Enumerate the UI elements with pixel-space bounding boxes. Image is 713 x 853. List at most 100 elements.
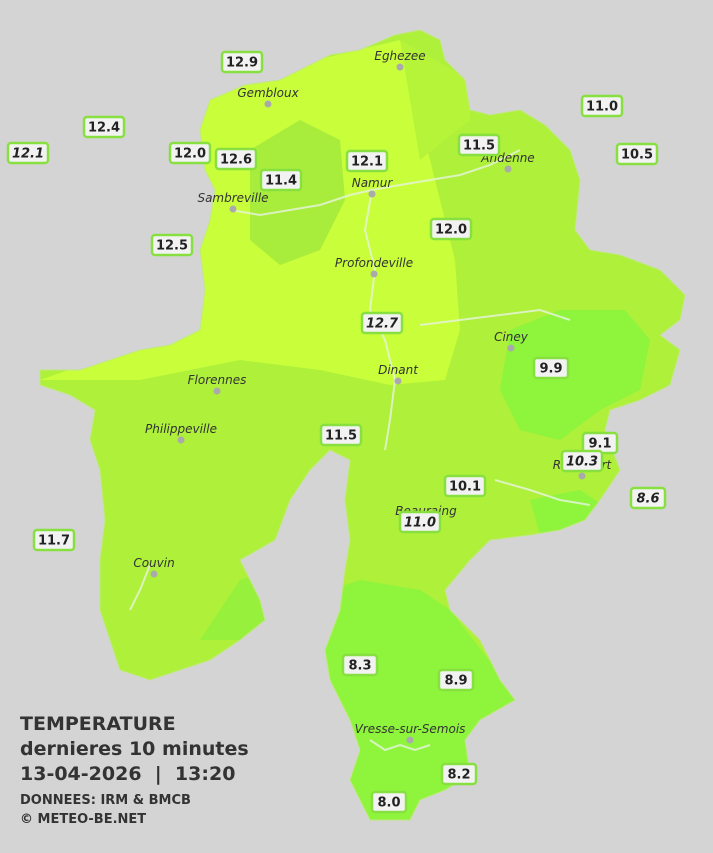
station-box: [629, 486, 667, 510]
city-label: Vresse-sur-Semois: [355, 722, 466, 736]
station-box: [259, 168, 303, 192]
city-dot: [396, 63, 404, 71]
city-label: Ciney: [494, 330, 529, 344]
station-value: 11.5: [325, 429, 357, 444]
station-box: [429, 217, 473, 241]
legend-datetime: 13-04-2026 | 13:20: [20, 763, 235, 785]
station-value: 9.9: [539, 362, 562, 377]
station: 10.1: [443, 474, 487, 498]
station: 12.9: [220, 50, 264, 74]
station: 12.4: [82, 115, 126, 139]
station: 8.3: [341, 653, 379, 677]
station-value: 12.1: [351, 155, 383, 170]
city-dot: [213, 387, 221, 395]
station: 10.5: [615, 142, 659, 166]
station-value: 10.5: [621, 148, 653, 163]
station-box: [168, 141, 212, 165]
station: 11.0: [580, 94, 624, 118]
station: 11.7: [32, 528, 76, 552]
station-value: 8.9: [444, 674, 467, 689]
city-dot: [578, 472, 586, 480]
station-box: [370, 790, 408, 814]
station-value: 12.0: [174, 147, 206, 162]
city-label: Namur: [352, 176, 394, 190]
station-value: 12.4: [88, 121, 120, 136]
station-value: 11.0: [404, 516, 436, 531]
station-box: [457, 133, 501, 157]
city-dot: [229, 205, 237, 213]
station-value: 8.6: [636, 492, 659, 507]
station: 12.5: [150, 233, 194, 257]
city-label: Florennes: [188, 373, 247, 387]
station-value: 10.1: [449, 480, 481, 495]
station-box: [580, 94, 624, 118]
station: 9.1: [581, 431, 619, 455]
city-label: Eghezee: [374, 49, 425, 63]
city-label: Couvin: [133, 556, 174, 570]
city-dot: [394, 377, 402, 385]
legend: TEMPERATURE dernieres 10 minutes 13-04-2…: [20, 713, 249, 827]
station: 12.7: [360, 311, 404, 335]
station-value: 11.5: [463, 139, 495, 154]
station: 8.6: [629, 486, 667, 510]
station: 8.0: [370, 790, 408, 814]
city-label: Dinant: [378, 363, 419, 377]
station-box: [6, 141, 50, 165]
station-value: 12.7: [366, 317, 399, 332]
station-value: 12.5: [156, 239, 188, 254]
station-box: [341, 653, 379, 677]
station-box: [360, 311, 404, 335]
city-dot: [504, 165, 512, 173]
station-box: [220, 50, 264, 74]
station-box: [560, 449, 604, 473]
legend-source: DONNEES: IRM & BMCB: [20, 793, 191, 808]
station-value: 8.0: [377, 796, 400, 811]
station-box: [437, 668, 475, 692]
stations: 12.9 12.4 12.1 12.0 12.6 11.4 12.1 11.5 11.0 10.5…: [6, 50, 667, 814]
station-box: [398, 510, 442, 534]
station: 11.4: [259, 168, 303, 192]
station-value: 12.1: [12, 147, 44, 162]
station: 12.1: [345, 149, 389, 173]
station-box: [82, 115, 126, 139]
station: 12.0: [168, 141, 212, 165]
station-box: [32, 528, 76, 552]
station-value: 12.9: [226, 56, 258, 71]
city-label: Gembloux: [237, 86, 299, 100]
legend-subtitle: dernieres 10 minutes: [20, 738, 249, 760]
cities: EghezeeGemblouxAndenneNamurSambrevillePr…: [133, 49, 613, 744]
station-box: [150, 233, 194, 257]
city-dot: [264, 100, 272, 108]
station-box: [214, 147, 258, 171]
station-value: 11.0: [586, 100, 618, 115]
station: 11.5: [319, 423, 363, 447]
city-label: Profondeville: [335, 256, 413, 270]
station: 10.3: [560, 449, 604, 473]
station-value: 10.3: [566, 455, 598, 470]
station-box: [345, 149, 389, 173]
legend-title: TEMPERATURE: [20, 713, 176, 735]
city-dot: [507, 344, 515, 352]
station-box: [440, 762, 478, 786]
station: 8.2: [440, 762, 478, 786]
station-box: [443, 474, 487, 498]
station-box: [319, 423, 363, 447]
station: 12.1: [6, 141, 50, 165]
city-label: Sambreville: [197, 191, 268, 205]
city-dot: [150, 570, 158, 578]
station-box: [615, 142, 659, 166]
station-value: 8.3: [348, 659, 371, 674]
station: 9.9: [532, 356, 570, 380]
station-box: [532, 356, 570, 380]
station-value: 9.1: [588, 437, 611, 452]
station: 8.9: [437, 668, 475, 692]
city-label: Philippeville: [145, 422, 217, 436]
legend-copyright: © METEO-BE.NET: [20, 812, 146, 827]
station: 11.0: [398, 510, 442, 534]
city-dot: [177, 436, 185, 444]
station-value: 11.4: [265, 174, 297, 189]
station: 12.6: [214, 147, 258, 171]
station-value: 8.2: [447, 768, 470, 783]
